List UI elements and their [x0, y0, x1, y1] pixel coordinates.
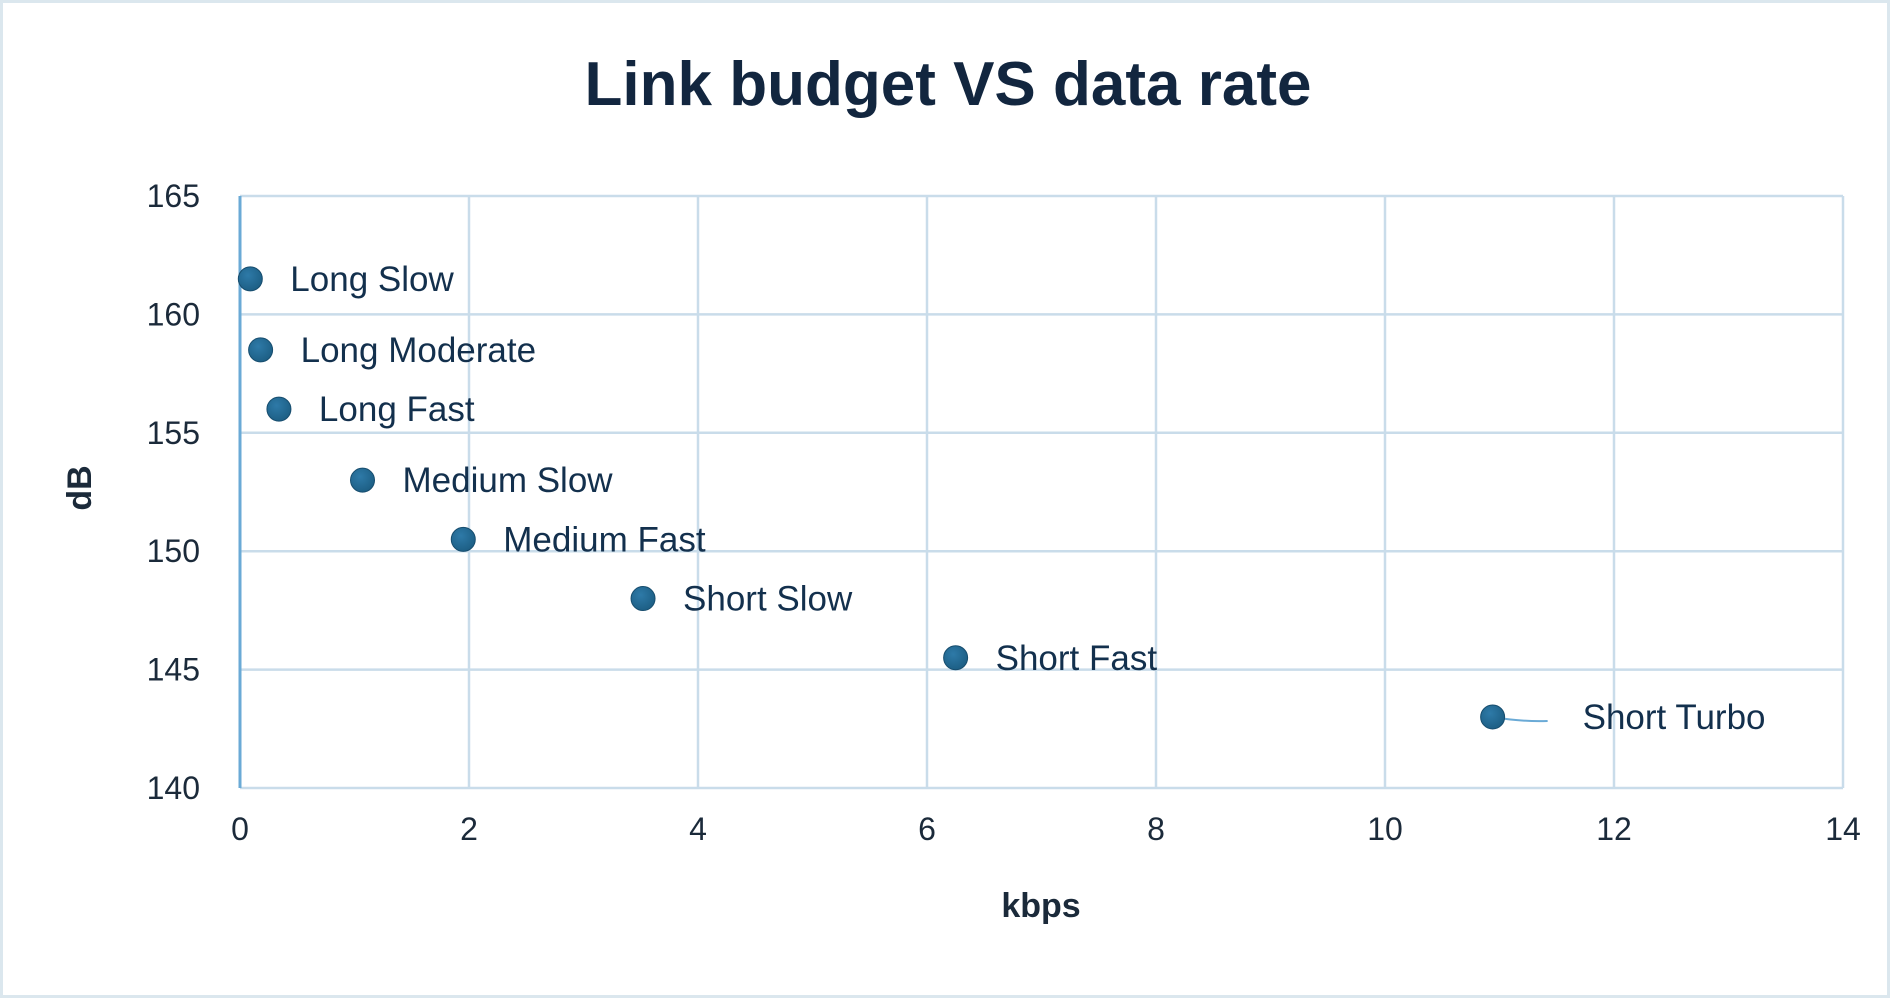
grid-lines	[238, 194, 1845, 790]
data-point-short-slow: Short Slow	[630, 580, 853, 619]
data-points: Long Slow Long Moderate Long Fast Medium Sl…	[237, 260, 1766, 737]
y-tick-label: 145	[147, 652, 200, 688]
scatter-marker	[943, 645, 969, 671]
scatter-marker	[248, 337, 274, 363]
point-label: Medium Fast	[503, 520, 706, 559]
chart-title: Link budget VS data rate	[585, 50, 1312, 119]
data-point-long-fast: Long Fast	[266, 390, 475, 429]
scatter-marker	[450, 526, 476, 552]
x-tick-label: 12	[1596, 811, 1632, 847]
point-label: Long Moderate	[301, 331, 536, 370]
x-tick-label: 14	[1825, 811, 1861, 847]
x-tick-label: 10	[1367, 811, 1403, 847]
data-point-medium-slow: Medium Slow	[350, 461, 614, 500]
x-axis-title: kbps	[1001, 887, 1080, 925]
scatter-marker	[1480, 704, 1506, 730]
y-axis-title: dB	[61, 465, 99, 510]
scatter-marker	[350, 467, 376, 493]
x-tick-label: 8	[1147, 811, 1165, 847]
point-label: Short Turbo	[1583, 698, 1766, 737]
x-tick-label: 4	[689, 811, 707, 847]
point-label: Short Fast	[996, 639, 1158, 678]
scatter-chart: Link budget VS data rate 0 2 4 6 8 10 12 14 140 1…	[61, 50, 1861, 925]
point-label: Medium Slow	[403, 461, 614, 500]
y-tick-label: 155	[147, 415, 200, 451]
data-point-long-moderate: Long Moderate	[248, 331, 536, 370]
data-point-short-fast: Short Fast	[943, 639, 1158, 678]
x-tick-label: 2	[460, 811, 478, 847]
x-tick-label: 0	[231, 811, 249, 847]
data-point-medium-fast: Medium Fast	[450, 520, 706, 559]
scatter-marker	[630, 586, 656, 612]
point-label: Short Slow	[683, 580, 853, 619]
y-tick-label: 140	[147, 770, 200, 806]
x-tick-label: 6	[918, 811, 936, 847]
scatter-marker	[266, 396, 292, 422]
point-label: Long Slow	[290, 260, 454, 299]
data-point-long-slow: Long Slow	[237, 260, 454, 299]
scatter-marker	[237, 266, 263, 292]
y-tick-label: 165	[147, 178, 200, 214]
y-tick-label: 160	[147, 296, 200, 332]
data-point-short-turbo: Short Turbo	[1480, 698, 1766, 737]
point-label: Long Fast	[319, 390, 475, 429]
y-tick-label: 150	[147, 533, 200, 569]
axis-tick-labels: 0 2 4 6 8 10 12 14 140 145 150 155 160 165	[147, 178, 1861, 847]
